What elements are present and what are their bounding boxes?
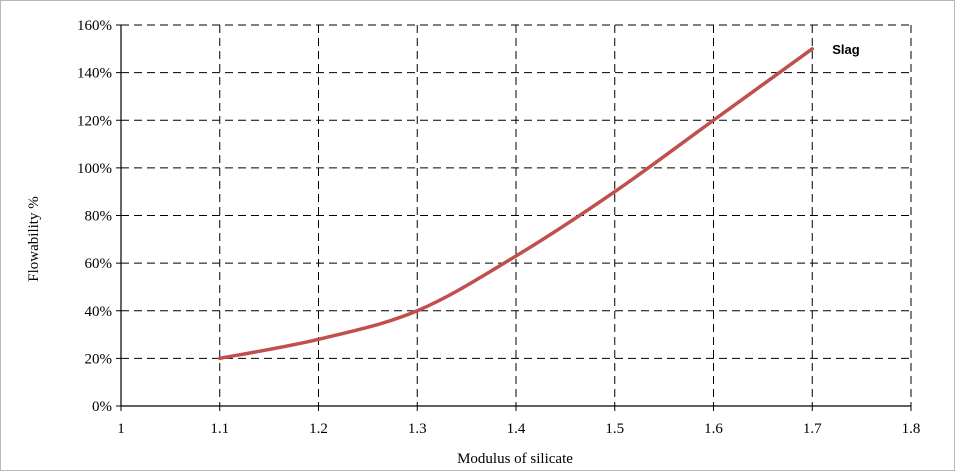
y-tick-label: 120% — [77, 113, 112, 129]
y-tick-label: 160% — [77, 18, 112, 34]
y-tick-label: 20% — [85, 351, 113, 367]
y-tick-label: 40% — [85, 304, 113, 320]
x-tick-label: 1.6 — [704, 421, 723, 437]
series-label: Slag — [832, 42, 860, 57]
y-axis-title: Flowability % — [26, 196, 42, 281]
y-tick-label: 60% — [85, 256, 113, 272]
x-tick-label: 1.3 — [408, 421, 427, 437]
grid-layer — [121, 24, 912, 406]
data-point — [218, 356, 222, 360]
series-layer: Slag — [218, 42, 860, 361]
data-point — [317, 337, 320, 341]
data-point — [810, 47, 814, 51]
tick-label-layer: 0% 20% 40% 60% 80% 100% 120% 140% 160% 1 1.1 1.2 1.3… — [77, 18, 920, 437]
x-tick-label: 1.1 — [210, 421, 229, 437]
data-point — [712, 118, 715, 122]
x-axis-title: Modulus of silicate — [457, 451, 573, 467]
x-tick-label: 1.2 — [309, 421, 328, 437]
data-point — [613, 190, 617, 194]
axis-layer — [116, 24, 912, 411]
y-tick-label: 100% — [77, 161, 112, 177]
x-tick-label: 1.8 — [902, 421, 921, 437]
y-tick-label: 0% — [92, 399, 112, 415]
x-tick-label: 1.5 — [605, 421, 624, 437]
y-tick-label: 140% — [77, 66, 112, 82]
data-point — [415, 309, 419, 313]
x-tick-label: 1.7 — [803, 421, 822, 437]
x-tick-label: 1.4 — [507, 421, 526, 437]
y-tick-label: 80% — [85, 209, 113, 225]
x-tick-label: 1 — [117, 421, 125, 437]
data-point — [514, 254, 518, 258]
